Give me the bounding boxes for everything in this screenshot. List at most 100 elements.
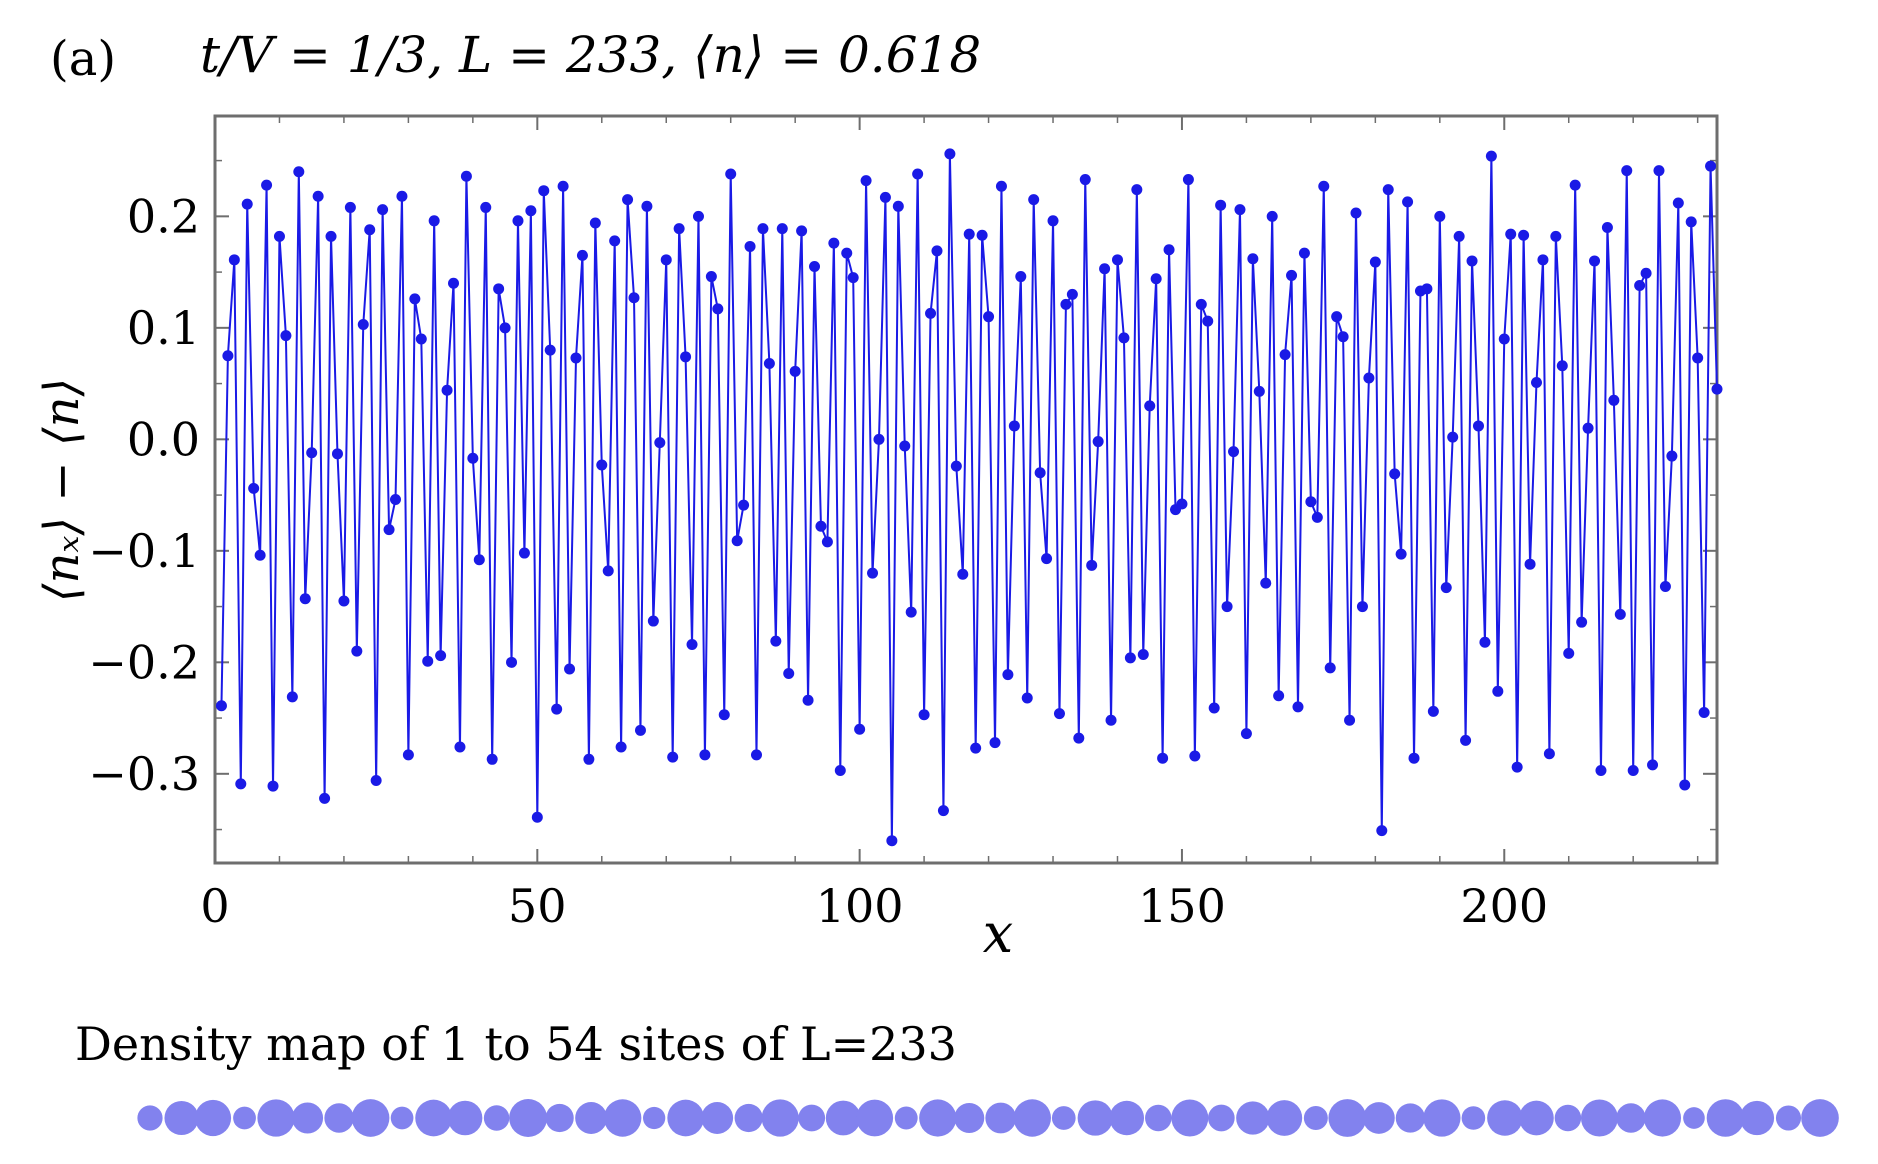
data-point bbox=[1692, 352, 1704, 364]
data-point bbox=[1182, 174, 1194, 186]
data-point bbox=[763, 358, 775, 370]
density-dot bbox=[575, 1102, 608, 1134]
data-point bbox=[1086, 559, 1098, 571]
data-point bbox=[1698, 706, 1710, 718]
data-point bbox=[1228, 446, 1240, 458]
data-point bbox=[1208, 702, 1220, 714]
y-tick-label: 0.2 bbox=[127, 189, 200, 243]
data-point bbox=[1318, 180, 1330, 192]
data-point bbox=[351, 645, 363, 657]
data-point bbox=[622, 194, 634, 206]
data-point bbox=[1273, 690, 1285, 702]
data-point bbox=[983, 311, 995, 323]
data-point bbox=[261, 179, 273, 191]
data-point bbox=[1427, 705, 1439, 717]
data-point bbox=[1260, 577, 1272, 589]
data-point bbox=[1659, 580, 1671, 592]
data-point bbox=[789, 365, 801, 377]
data-point bbox=[970, 742, 982, 754]
density-dot bbox=[1554, 1104, 1582, 1132]
data-point bbox=[525, 205, 537, 217]
data-point bbox=[1447, 431, 1459, 443]
data-point bbox=[596, 459, 608, 471]
y-axis-ticks: −0.3 −0.2 −0.1 0.0 0.1 0.2 bbox=[88, 159, 1717, 831]
data-point bbox=[1337, 331, 1349, 343]
data-point bbox=[473, 554, 485, 566]
density-dot bbox=[1109, 1100, 1145, 1136]
data-point bbox=[718, 709, 730, 721]
data-point bbox=[1640, 267, 1652, 279]
data-point bbox=[963, 228, 975, 240]
data-point bbox=[931, 245, 943, 257]
data-point bbox=[1421, 283, 1433, 295]
data-point bbox=[1485, 150, 1497, 162]
data-point bbox=[699, 749, 711, 761]
data-point bbox=[267, 780, 279, 792]
data-point bbox=[1356, 601, 1368, 613]
data-point bbox=[1595, 764, 1607, 776]
data-point bbox=[1195, 298, 1207, 310]
data-point bbox=[1041, 553, 1053, 565]
data-point bbox=[344, 201, 356, 213]
data-point bbox=[757, 223, 769, 235]
density-dot bbox=[137, 1105, 163, 1131]
data-point bbox=[570, 352, 582, 364]
data-point bbox=[1666, 450, 1678, 462]
data-point bbox=[692, 210, 704, 222]
data-point bbox=[1150, 273, 1162, 285]
data-point bbox=[1021, 692, 1033, 704]
density-dot bbox=[1739, 1100, 1775, 1136]
data-point bbox=[1266, 210, 1278, 222]
y-tick-label: −0.3 bbox=[88, 747, 200, 801]
density-dot bbox=[798, 1104, 826, 1132]
data-point bbox=[744, 240, 756, 252]
density-map bbox=[137, 1099, 1839, 1137]
data-point bbox=[654, 437, 666, 449]
data-point bbox=[834, 764, 846, 776]
data-point bbox=[1550, 230, 1562, 242]
data-point bbox=[1524, 558, 1536, 570]
density-dot bbox=[1683, 1107, 1705, 1129]
density-dot bbox=[1051, 1106, 1076, 1130]
data-point bbox=[557, 180, 569, 192]
data-point bbox=[1279, 349, 1291, 361]
data-point bbox=[815, 520, 827, 532]
data-point bbox=[867, 567, 879, 579]
data-point bbox=[925, 307, 937, 319]
data-point bbox=[1047, 215, 1059, 227]
data-point bbox=[1621, 165, 1633, 177]
density-dot bbox=[985, 1102, 1017, 1134]
data-point bbox=[989, 737, 1001, 749]
data-point bbox=[1614, 608, 1626, 620]
density-dot bbox=[701, 1102, 734, 1134]
data-point bbox=[493, 283, 505, 295]
data-point bbox=[1537, 254, 1549, 266]
data-point bbox=[1563, 647, 1575, 659]
data-point bbox=[854, 723, 866, 735]
data-point bbox=[454, 741, 466, 753]
data-point bbox=[293, 166, 305, 178]
data-point bbox=[750, 749, 762, 761]
data-point bbox=[1073, 732, 1085, 744]
density-dot bbox=[1236, 1101, 1270, 1135]
data-point bbox=[222, 350, 234, 362]
density-dot bbox=[545, 1103, 574, 1133]
data-point bbox=[647, 615, 659, 627]
data-point bbox=[422, 655, 434, 667]
data-point bbox=[402, 749, 414, 761]
data-point bbox=[544, 344, 556, 356]
data-point bbox=[506, 656, 518, 668]
y-tick-label: 0.1 bbox=[127, 301, 200, 355]
data-point bbox=[383, 524, 395, 536]
data-point bbox=[944, 148, 956, 160]
data-point bbox=[1705, 160, 1717, 172]
density-dot bbox=[1013, 1099, 1051, 1137]
density-dot bbox=[1171, 1099, 1209, 1137]
data-point bbox=[609, 235, 621, 247]
data-point bbox=[1492, 685, 1504, 697]
data-point bbox=[1505, 228, 1517, 240]
data-point bbox=[1079, 174, 1091, 186]
data-point bbox=[892, 200, 904, 212]
density-dot bbox=[1519, 1100, 1554, 1136]
data-point bbox=[254, 549, 266, 561]
